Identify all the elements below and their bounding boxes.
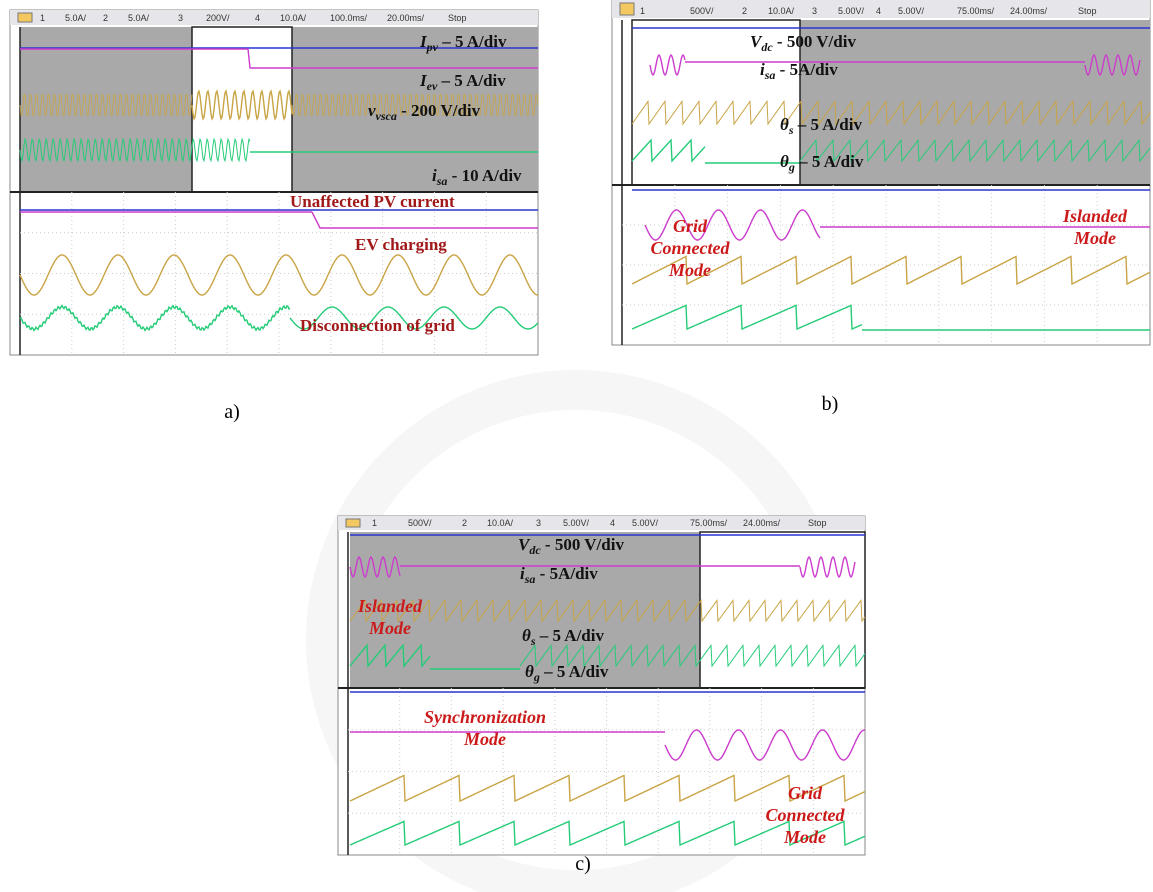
scope-panel: 1 5.0A/2 5.0A/3 200V/4 10.0A/100.0ms/20.00ms… xyxy=(10,10,538,423)
caption: c) xyxy=(575,853,591,875)
scale-subscript: dc xyxy=(529,543,541,557)
menu-icon xyxy=(346,519,360,527)
header-label: 10.0A/ xyxy=(487,518,514,528)
scale-subscript: g xyxy=(533,670,540,684)
scale-text: – 5 A/div xyxy=(795,152,864,171)
header-label: Stop xyxy=(1078,6,1097,16)
header-label: 100.0ms/ xyxy=(330,13,368,23)
scope-panel: 1 500V/2 10.0A/3 5.00V/4 5.00V/75.00ms/24.00… xyxy=(338,516,865,875)
header-label: 5.00V/ xyxy=(898,6,925,16)
menu-icon xyxy=(620,3,634,15)
header-label: 500V/ xyxy=(408,518,432,528)
annotation: Connected xyxy=(651,238,731,258)
scale-subscript: ev xyxy=(427,79,438,93)
annotation: Synchronization xyxy=(424,707,546,727)
header-label: 1 xyxy=(40,13,45,23)
figure: 1 5.0A/2 5.0A/3 200V/4 10.0A/100.0ms/20.00ms… xyxy=(0,0,1153,892)
header-label: 1 xyxy=(372,518,377,528)
header-label: 4 xyxy=(255,13,260,23)
scale-subscript: sa xyxy=(764,68,776,82)
scale-text: – 5 A/div xyxy=(438,32,507,51)
header-label: 5.0A/ xyxy=(128,13,150,23)
scale-text: - 5A/div xyxy=(535,564,598,583)
scale-subscript: pv xyxy=(426,40,439,54)
header-label: 5.0A/ xyxy=(65,13,87,23)
scale-symbol: θ xyxy=(525,662,534,681)
scale-text: – 5 A/div xyxy=(437,71,506,90)
header-label: Stop xyxy=(808,518,827,528)
annotation: Mode xyxy=(668,260,711,280)
scale-text: - 500 V/div xyxy=(541,535,625,554)
header-label: 5.00V/ xyxy=(632,518,659,528)
header-label: 10.0A/ xyxy=(280,13,307,23)
header-label: 2 xyxy=(742,6,747,16)
annotation: Grid xyxy=(673,216,708,236)
header-label: 5.00V/ xyxy=(563,518,590,528)
header-label: 20.00ms/ xyxy=(387,13,425,23)
annotation: Unaffected PV current xyxy=(290,192,455,211)
annotation: Mode xyxy=(1073,228,1116,248)
header-label: 1 xyxy=(640,6,645,16)
header-label: 2 xyxy=(103,13,108,23)
scale-subscript: sa xyxy=(436,174,448,188)
scale-text: - 10 A/div xyxy=(447,166,522,185)
header-label: 200V/ xyxy=(206,13,230,23)
header-label: 2 xyxy=(462,518,467,528)
header-label: 4 xyxy=(876,6,881,16)
scale-text: – 5 A/div xyxy=(540,662,609,681)
header-label: 4 xyxy=(610,518,615,528)
header-label: 3 xyxy=(536,518,541,528)
header-label: 500V/ xyxy=(690,6,714,16)
header-label: 5.00V/ xyxy=(838,6,865,16)
header-label: Stop xyxy=(448,13,467,23)
header-label: 24.00ms/ xyxy=(1010,6,1048,16)
scale-text: - 200 V/div xyxy=(397,101,481,120)
header-label: 75.00ms/ xyxy=(957,6,995,16)
menu-icon xyxy=(18,13,32,22)
caption: a) xyxy=(224,401,240,423)
scale-symbol: θ xyxy=(780,152,789,171)
scale-subscript: sa xyxy=(524,572,536,586)
scale-text: - 500 V/div xyxy=(773,32,857,51)
scale-subscript: g xyxy=(788,160,795,174)
annotation: EV charging xyxy=(355,235,447,254)
scale-subscript: dc xyxy=(761,40,773,54)
header-label: 75.00ms/ xyxy=(690,518,728,528)
scale-subscript: vsca xyxy=(376,109,397,123)
annotation: Islanded xyxy=(357,596,423,616)
header-label: 3 xyxy=(178,13,183,23)
scale-symbol: θ xyxy=(780,115,789,134)
scope-panel: 1 500V/2 10.0A/3 5.00V/4 5.00V/75.00ms/24.00… xyxy=(612,0,1150,415)
scale-text: – 5 A/div xyxy=(794,115,863,134)
header-label: 10.0A/ xyxy=(768,6,795,16)
annotation: Islanded xyxy=(1062,206,1128,226)
annotation: Mode xyxy=(368,618,411,638)
annotation: Disconnection of grid xyxy=(300,316,455,335)
annotation: Mode xyxy=(783,827,826,847)
annotation: Grid xyxy=(788,783,823,803)
annotation: Mode xyxy=(463,729,506,749)
header-label: 24.00ms/ xyxy=(743,518,781,528)
scale-text: – 5 A/div xyxy=(536,626,605,645)
scale-text: - 5A/div xyxy=(775,60,838,79)
scale-symbol: θ xyxy=(522,626,531,645)
annotation: Connected xyxy=(766,805,846,825)
caption: b) xyxy=(822,393,839,415)
header-label: 3 xyxy=(812,6,817,16)
